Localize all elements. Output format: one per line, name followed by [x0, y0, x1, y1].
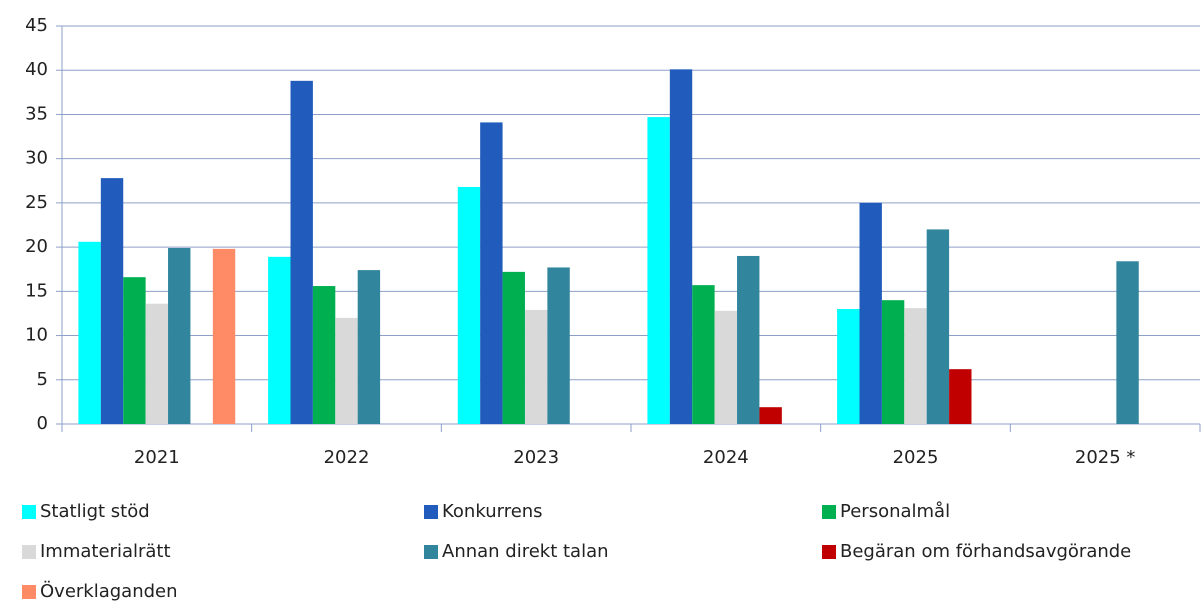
bar [312, 286, 336, 424]
y-tick-label: 0 [37, 413, 48, 434]
bar [502, 271, 525, 424]
bar [268, 256, 291, 424]
bar [714, 310, 738, 424]
legend-swatch [822, 545, 836, 559]
bar [168, 247, 191, 424]
legend-swatch [424, 545, 438, 559]
x-tick-label: 2021 [134, 447, 180, 468]
bar [926, 229, 950, 424]
y-tick-label: 25 [25, 192, 48, 213]
bar [692, 285, 715, 424]
y-tick-label: 35 [25, 103, 48, 124]
bar [647, 117, 670, 424]
x-tick-label: 2022 [324, 447, 370, 468]
bar [145, 303, 169, 424]
bar [78, 241, 101, 424]
y-tick-label: 45 [25, 15, 48, 36]
bar [837, 309, 860, 424]
legend-label: Konkurrens [442, 501, 543, 522]
x-tick-label: 2023 [513, 447, 559, 468]
legend-swatch [822, 505, 836, 519]
bar [904, 308, 927, 424]
legend-swatch [22, 505, 36, 519]
y-tick-label: 30 [25, 148, 48, 169]
legend-label: Statligt stöd [40, 501, 150, 522]
bar [357, 270, 381, 424]
legend-label: Begäran om förhandsavgörande [840, 541, 1131, 562]
bar [759, 407, 782, 424]
bar [547, 267, 570, 424]
y-tick-label: 20 [25, 236, 48, 257]
legend-swatch [424, 505, 438, 519]
legend-label: Annan direkt talan [442, 541, 609, 562]
bar [859, 202, 882, 424]
y-tick-label: 40 [25, 59, 48, 80]
bar [669, 69, 693, 425]
x-tick-label: 2024 [703, 447, 749, 468]
bar [457, 186, 481, 424]
legend-swatch [22, 545, 36, 559]
bar [100, 178, 124, 424]
bar [212, 248, 236, 424]
bar [881, 300, 905, 424]
x-tick-label: 2025 [893, 447, 939, 468]
bar [737, 255, 760, 424]
bar [123, 277, 146, 424]
y-tick-label: 15 [25, 280, 48, 301]
bar [480, 122, 503, 424]
legend-label: Personalmål [840, 501, 950, 522]
bar [1116, 261, 1139, 424]
legend-label: Immaterialrätt [40, 541, 171, 562]
bar [949, 369, 972, 424]
y-tick-label: 10 [25, 325, 48, 346]
bar [524, 309, 548, 424]
bar [290, 80, 313, 424]
legend-swatch [22, 585, 36, 599]
x-tick-label: 2025 * [1075, 447, 1136, 468]
bar [335, 317, 358, 424]
legend-label: Överklaganden [40, 580, 178, 602]
y-tick-label: 5 [37, 369, 48, 390]
